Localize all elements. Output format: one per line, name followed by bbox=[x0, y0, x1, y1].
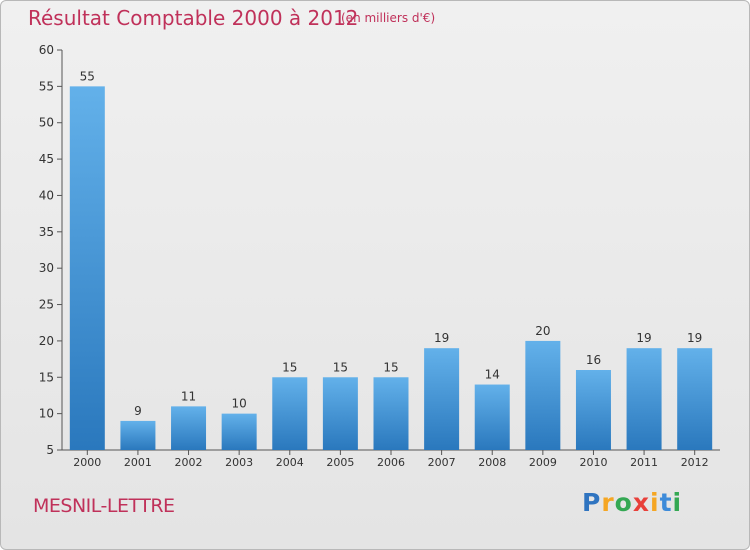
bar bbox=[221, 413, 257, 450]
bar bbox=[626, 348, 662, 450]
y-tick-label: 45 bbox=[39, 152, 54, 166]
value-label: 10 bbox=[232, 397, 247, 411]
bar bbox=[525, 340, 561, 450]
value-label: 19 bbox=[434, 331, 449, 345]
logo-letter: r bbox=[601, 488, 615, 517]
x-tick-label: 2009 bbox=[529, 456, 557, 469]
logo-letter: t bbox=[659, 488, 673, 517]
x-tick-label: 2003 bbox=[225, 456, 253, 469]
bar bbox=[322, 377, 358, 450]
value-label: 9 bbox=[134, 404, 142, 418]
value-label: 16 bbox=[586, 353, 601, 367]
y-tick-label: 20 bbox=[39, 334, 54, 348]
value-label: 19 bbox=[687, 331, 702, 345]
x-tick-label: 2006 bbox=[377, 456, 405, 469]
x-tick-label: 2007 bbox=[428, 456, 456, 469]
bar bbox=[575, 370, 611, 450]
value-label: 11 bbox=[181, 389, 196, 403]
value-label: 15 bbox=[383, 360, 398, 374]
bar bbox=[373, 377, 409, 450]
place-name: MESNIL-LETTRE bbox=[33, 495, 175, 517]
chart-title: Résultat Comptable 2000 à 2012 bbox=[28, 6, 359, 30]
bar bbox=[69, 86, 105, 450]
value-label: 15 bbox=[282, 360, 297, 374]
x-tick-label: 2000 bbox=[73, 456, 101, 469]
bar bbox=[272, 377, 308, 450]
y-tick-label: 25 bbox=[39, 298, 54, 312]
chart-subtitle: (en milliers d'€) bbox=[341, 11, 436, 25]
y-tick-label: 5 bbox=[46, 443, 54, 457]
y-tick-label: 35 bbox=[39, 225, 54, 239]
y-tick-label: 55 bbox=[39, 79, 54, 93]
logo-letter: o bbox=[614, 488, 633, 517]
y-tick-label: 50 bbox=[39, 116, 54, 130]
logo-letter: i bbox=[672, 488, 683, 517]
x-tick-label: 2001 bbox=[124, 456, 152, 469]
bar bbox=[120, 420, 156, 450]
y-tick-label: 60 bbox=[39, 43, 54, 57]
y-tick-label: 30 bbox=[39, 261, 54, 275]
bar bbox=[474, 384, 510, 450]
bar bbox=[171, 406, 207, 450]
y-tick-label: 15 bbox=[39, 370, 54, 384]
value-label: 55 bbox=[80, 69, 95, 83]
logo-letter: i bbox=[650, 488, 660, 517]
x-tick-label: 2002 bbox=[175, 456, 203, 469]
bar bbox=[424, 348, 460, 450]
x-tick-label: 2008 bbox=[478, 456, 506, 469]
x-tick-label: 2004 bbox=[276, 456, 304, 469]
x-tick-label: 2005 bbox=[326, 456, 354, 469]
proxiti-logo[interactable]: Proxiti bbox=[582, 488, 682, 517]
bar bbox=[677, 348, 713, 450]
value-label: 15 bbox=[333, 360, 348, 374]
y-tick-label: 10 bbox=[39, 407, 54, 421]
x-tick-label: 2012 bbox=[681, 456, 709, 469]
value-label: 20 bbox=[535, 324, 550, 338]
x-tick-label: 2011 bbox=[630, 456, 658, 469]
value-label: 14 bbox=[485, 368, 500, 382]
value-label: 19 bbox=[636, 331, 651, 345]
logo-letter: x bbox=[632, 488, 650, 517]
y-tick-label: 40 bbox=[39, 188, 54, 202]
logo-letter: P bbox=[582, 488, 602, 517]
x-tick-label: 2010 bbox=[579, 456, 607, 469]
